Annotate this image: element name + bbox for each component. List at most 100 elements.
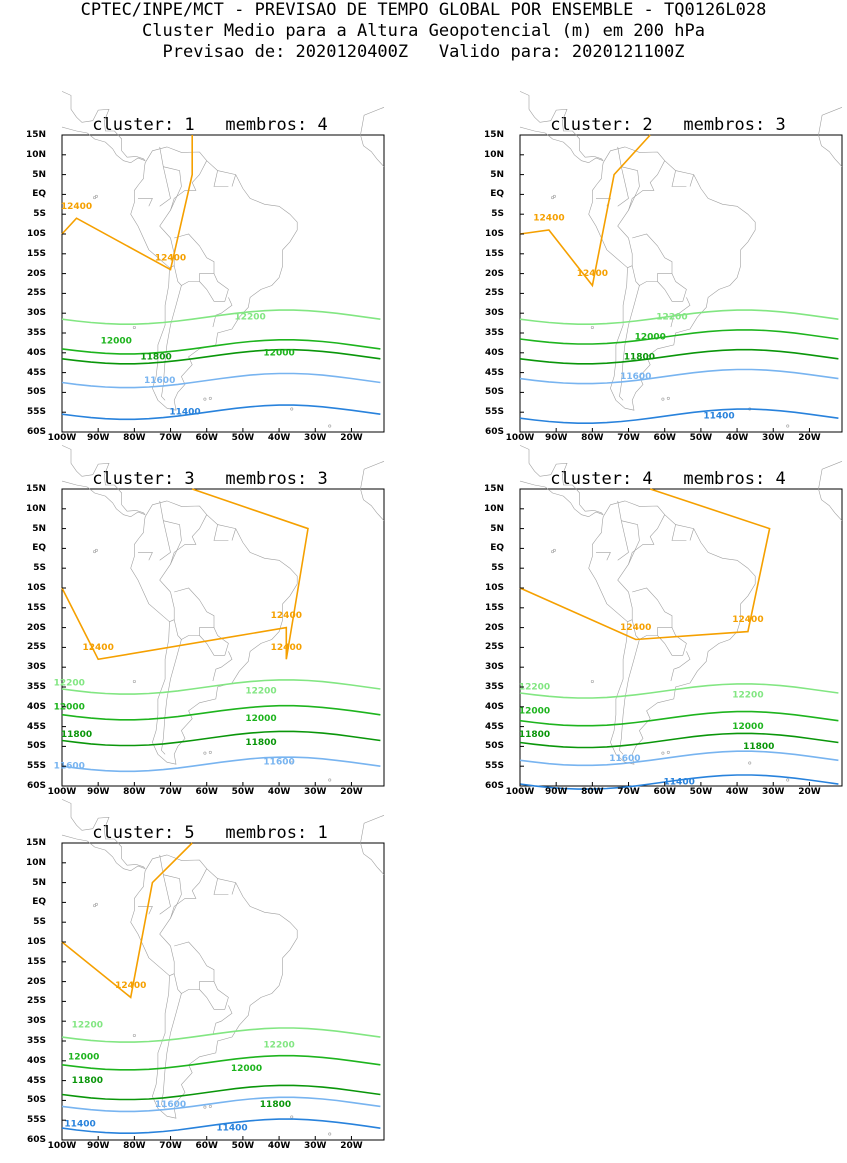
y-tick-label: 40S	[26, 1055, 46, 1066]
island	[328, 424, 332, 428]
island	[551, 550, 555, 554]
x-tick-label: 90W	[544, 787, 568, 797]
x-tick-label: 70W	[159, 1141, 182, 1151]
y-tick-label: 50S	[484, 387, 504, 398]
y-tick-label: 30S	[26, 1016, 46, 1027]
contour-label: 12200	[245, 686, 276, 696]
y-tick-label: 20S	[484, 622, 504, 633]
x-tick-label: 60W	[653, 433, 676, 443]
contour-11400	[519, 774, 839, 790]
contour-label: 12000	[732, 722, 763, 732]
x-tick-label: 50W	[689, 433, 713, 443]
island	[93, 196, 97, 200]
y-tick-label: 5N	[490, 169, 504, 180]
central-america-coastline	[61, 799, 146, 872]
country-border	[619, 285, 640, 401]
y-tick-label: 45S	[26, 1075, 46, 1086]
x-tick-label: 50W	[231, 1141, 255, 1151]
island	[93, 550, 97, 554]
x-tick-label: 40W	[725, 433, 749, 443]
y-tick-label: 15N	[25, 484, 46, 494]
contour-12400	[519, 488, 771, 641]
contour-12400	[61, 135, 193, 271]
y-tick-label: 50S	[484, 741, 504, 752]
x-tick-label: 30W	[304, 1141, 327, 1151]
y-tick-label: 15S	[26, 956, 46, 967]
contour-label: 12000	[245, 714, 276, 724]
y-tick-label: 10N	[483, 503, 504, 514]
y-tick-label: 5S	[33, 917, 46, 928]
y-tick-label: 30S	[26, 308, 46, 319]
island	[661, 751, 665, 755]
x-tick-label: 100W	[47, 787, 77, 797]
country-border	[673, 651, 691, 670]
central-america-coastline	[61, 91, 146, 164]
y-tick-label: EQ	[490, 543, 504, 554]
y-tick-label: 10N	[25, 857, 46, 868]
island	[666, 750, 670, 754]
map-frame: 12400 12400 12200 12000 12000 11800 11600 11400…	[26, 91, 385, 443]
contour-label: 12000	[54, 702, 85, 712]
y-tick-label: 25S	[26, 288, 46, 299]
y-tick-label: 10S	[26, 583, 46, 593]
panel-title: cluster: 5 membros: 1	[92, 823, 328, 843]
country-border	[231, 882, 236, 895]
country-border	[231, 174, 236, 187]
contour-11800	[61, 348, 381, 365]
country-border	[670, 669, 675, 682]
map-background	[61, 134, 385, 433]
y-tick-label: 35S	[26, 1036, 46, 1046]
country-border	[159, 160, 207, 239]
y-tick-label: 25S	[26, 642, 46, 653]
contour-11400	[61, 404, 381, 421]
y-tick-label: 40S	[484, 701, 504, 712]
x-tick-label: 60W	[195, 787, 218, 797]
country-border	[671, 524, 687, 541]
map-frame: 12400 12400 12400 12200 12200 12000 12000 11800…	[26, 445, 385, 797]
contour-12000	[61, 339, 381, 355]
africa-coastline	[360, 461, 385, 521]
y-tick-label: 15S	[26, 248, 46, 259]
y-tick-label: 5N	[32, 523, 46, 534]
contour-label: 12200	[732, 690, 763, 700]
country-border	[596, 552, 611, 561]
contour-label: 11800	[260, 1100, 291, 1110]
island	[786, 778, 790, 782]
y-tick-label: 60S	[26, 427, 46, 437]
map-panel-cluster-2: cluster: 2 membros: 3 12400 12400 12200 120…	[458, 91, 847, 455]
y-tick-label: 10S	[484, 583, 504, 593]
contour-label: 12000	[635, 332, 666, 342]
panel-title: cluster: 4 membros: 4	[550, 469, 786, 489]
contour-12000	[519, 710, 839, 727]
x-tick-label: 70W	[159, 433, 182, 443]
x-tick-label: 70W	[159, 787, 182, 797]
y-tick-label: 10N	[25, 149, 46, 160]
country-border	[138, 198, 153, 207]
contour-label: 11600	[609, 754, 640, 764]
x-tick-label: 100W	[47, 1141, 77, 1151]
island	[208, 750, 212, 754]
coastline-layer	[61, 799, 385, 1136]
country-border	[689, 174, 694, 187]
country-border	[628, 237, 640, 286]
contour-label: 12200	[263, 1040, 294, 1050]
contour-label: 12200	[234, 313, 265, 323]
y-tick-label: 40S	[26, 701, 46, 712]
contour-label: 12400	[155, 253, 186, 263]
contour-label: 12200	[519, 683, 550, 693]
island	[786, 424, 790, 428]
x-tick-label: 50W	[689, 787, 713, 797]
contour-12000	[519, 329, 839, 345]
x-tick-label: 20W	[340, 433, 363, 443]
y-tick-label: 60S	[484, 781, 504, 791]
island	[208, 396, 212, 400]
map-panel-cluster-3: cluster: 3 membros: 3 12400 12400 12400 122…	[0, 445, 400, 809]
contour-label: 12000	[263, 348, 294, 358]
central-america-coastline	[519, 445, 604, 518]
contour-label: 11800	[72, 1076, 103, 1086]
contour-label: 12400	[61, 202, 92, 212]
country-border	[159, 854, 182, 919]
y-tick-label: 25S	[484, 642, 504, 653]
contour-11800	[519, 732, 839, 749]
contour-11800	[61, 730, 381, 747]
